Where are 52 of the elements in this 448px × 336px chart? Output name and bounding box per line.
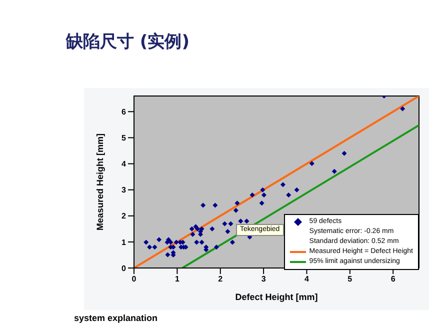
point xyxy=(165,252,170,258)
point xyxy=(147,244,152,250)
point xyxy=(189,226,194,232)
point xyxy=(194,240,200,245)
y-tick-label: 4 xyxy=(122,160,127,169)
y-tick-label: 0 xyxy=(122,264,127,273)
x-tick-label: 0 xyxy=(132,274,137,284)
point xyxy=(200,202,206,208)
point xyxy=(156,237,162,242)
point xyxy=(342,150,347,156)
chart-title: 缺陷尺寸 (实例) xyxy=(66,31,190,53)
point xyxy=(309,160,314,166)
point xyxy=(230,240,235,245)
point xyxy=(234,200,240,206)
y-tick-label: 3 xyxy=(122,186,127,195)
point xyxy=(250,192,255,198)
y-axis-title: Measured Height [mm] xyxy=(95,133,106,231)
point xyxy=(222,221,228,226)
point xyxy=(210,226,215,232)
point xyxy=(190,232,196,237)
x-tick-label: 5 xyxy=(348,274,353,284)
point xyxy=(294,187,300,192)
point xyxy=(332,168,337,174)
point xyxy=(225,229,230,234)
point xyxy=(259,200,264,206)
point xyxy=(286,192,292,198)
x-tick-label: 2 xyxy=(218,274,224,284)
point xyxy=(233,208,238,213)
point xyxy=(144,240,149,245)
point xyxy=(214,244,219,250)
x-tick-label: 4 xyxy=(304,274,310,284)
y-tick-label: 6 xyxy=(122,107,127,116)
y-tick-label: 5 xyxy=(122,134,127,143)
x-axis-title: Defect Height [mm] xyxy=(235,292,318,302)
point xyxy=(261,192,266,198)
point xyxy=(152,244,158,250)
point xyxy=(400,106,406,112)
point xyxy=(238,218,244,224)
x-tick-label: 6 xyxy=(390,274,396,284)
x-tick-label: 3 xyxy=(261,274,266,284)
point xyxy=(199,226,204,232)
y-tick-label: 1 xyxy=(122,238,127,247)
point xyxy=(280,182,286,188)
point xyxy=(260,187,266,192)
text: system explanation xyxy=(74,313,158,323)
point xyxy=(228,221,234,226)
x-tick-label: 1 xyxy=(174,274,180,284)
y-tick-label: 2 xyxy=(122,212,127,221)
point xyxy=(244,218,250,224)
point xyxy=(212,202,218,208)
point xyxy=(174,240,179,245)
point xyxy=(199,240,204,245)
